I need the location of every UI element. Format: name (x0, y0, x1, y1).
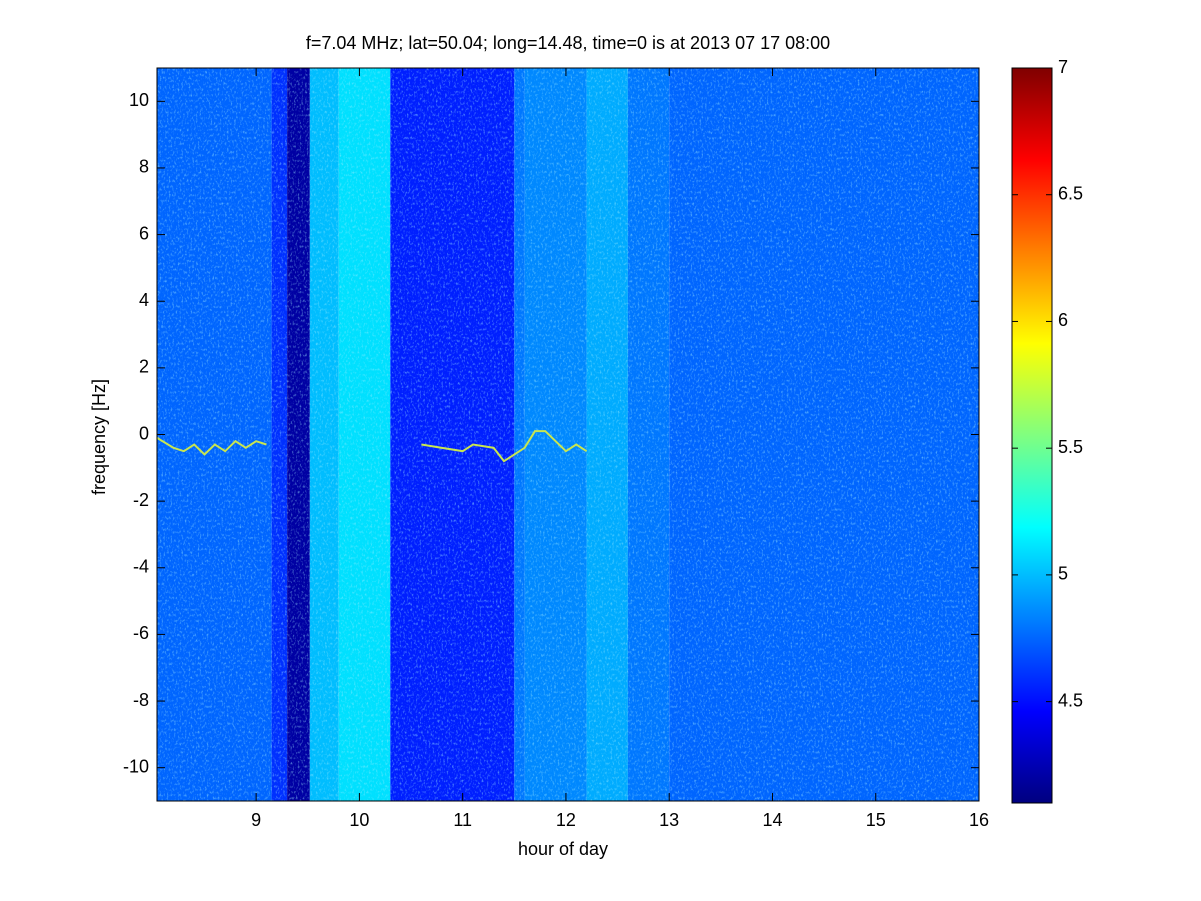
colorbar-tick-label: 4.5 (1058, 690, 1083, 710)
y-tick-label: 6 (139, 223, 149, 243)
y-tick-label: -4 (133, 557, 149, 577)
plot-area (157, 68, 979, 801)
y-axis-label: frequency [Hz] (89, 379, 109, 495)
x-tick-label: 9 (251, 810, 261, 830)
colorbar-tick-label: 6 (1058, 310, 1068, 330)
x-tick-label: 14 (762, 810, 782, 830)
x-tick-label: 12 (556, 810, 576, 830)
x-tick-label: 10 (349, 810, 369, 830)
y-tick-label: -6 (133, 623, 149, 643)
colorbar (1011, 67, 1053, 804)
x-tick-label: 16 (969, 810, 989, 830)
colorbar-tick-label: 5 (1058, 564, 1068, 584)
y-tick-label: -8 (133, 690, 149, 710)
x-tick-label: 15 (866, 810, 886, 830)
y-tick-label: 10 (129, 90, 149, 110)
colorbar-tick-label: 6.5 (1058, 183, 1083, 203)
y-tick-label: -2 (133, 490, 149, 510)
x-axis-label: hour of day (518, 839, 608, 859)
x-tick-label: 11 (453, 810, 472, 830)
chart-title: f=7.04 MHz; lat=50.04; long=14.48, time=… (306, 33, 830, 53)
colorbar-tick-label: 5.5 (1058, 437, 1083, 457)
x-tick-label: 13 (659, 810, 679, 830)
colorbar-tick-label: 7 (1058, 57, 1068, 77)
y-tick-label: 4 (139, 290, 149, 310)
y-tick-label: 0 (139, 423, 149, 443)
y-tick-label: 8 (139, 157, 149, 177)
y-tick-label: 2 (139, 357, 149, 377)
y-tick-label: -10 (123, 756, 149, 776)
trace-line (157, 430, 588, 463)
noise-texture (157, 68, 979, 801)
